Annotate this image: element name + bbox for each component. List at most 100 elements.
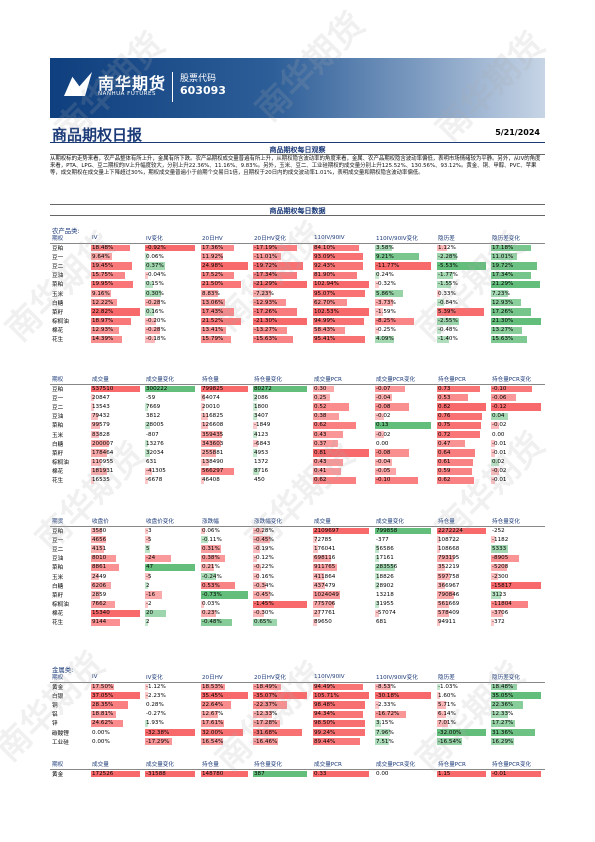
- cell-value: 0.37%: [146, 262, 164, 269]
- table-cell: 28902: [374, 581, 436, 590]
- cell-value: 9.64%: [92, 253, 110, 260]
- table-row: 豆一 9.64% 0.06% 11.92% -11.01% 93.09% 9.21% -2.2…: [50, 252, 545, 261]
- cell-value: 81.90%: [314, 272, 336, 279]
- column-header: 20日HV变化: [252, 673, 312, 683]
- value-bar: [313, 403, 349, 411]
- value-bar: [201, 449, 216, 457]
- value-bar: [491, 728, 536, 737]
- cell-value: -0.01: [492, 440, 507, 447]
- column-header: 期权: [50, 375, 90, 385]
- value-bar: [437, 385, 481, 393]
- table-cell: -0.16%: [252, 572, 312, 581]
- table-row: 花生 14.39% -0.18% 15.79% -15.63% 95.41% 4.09% -1…: [50, 335, 545, 344]
- table-cell: -16.46%: [252, 737, 312, 746]
- table-cell: -0.27%: [144, 710, 200, 719]
- cell-value: 4953: [254, 449, 269, 456]
- table-cell: 19.45%: [90, 261, 144, 270]
- cell-value: 24.98%: [202, 262, 224, 269]
- value-bar: [375, 262, 431, 270]
- cell-value: -0.02: [492, 422, 507, 429]
- value-bar: [437, 728, 486, 737]
- value-bar: [437, 262, 486, 270]
- value-bar: [313, 280, 369, 288]
- cell-value: 19.72%: [492, 262, 514, 269]
- cell-value: -0.04%: [146, 272, 166, 279]
- table-cell: 11.01%: [490, 252, 545, 261]
- value-bar: [91, 719, 124, 727]
- value-bar: [145, 299, 161, 307]
- value-bar: [145, 536, 151, 544]
- table-cell: 411864: [312, 572, 374, 581]
- table-cell: 83828: [90, 430, 144, 439]
- value-bar: [253, 271, 297, 279]
- value-bar: [91, 476, 95, 485]
- column-header: 持仓量变化: [252, 375, 312, 385]
- column-header: 成交量: [90, 375, 144, 385]
- value-bar: [145, 591, 163, 599]
- table-cell: 0.00: [490, 430, 545, 439]
- cell-value: -0.04: [376, 394, 391, 401]
- value-bar: [313, 467, 342, 475]
- cell-value: 17.52%: [202, 272, 224, 279]
- cell-value: 561669: [438, 601, 460, 608]
- table-cell: 0.37: [312, 439, 374, 448]
- value-bar: [91, 467, 108, 475]
- table-cell: 0.24%: [374, 271, 436, 280]
- value-bar: [313, 458, 343, 466]
- value-bar: [375, 545, 379, 553]
- cell-value: 98.48%: [314, 701, 336, 708]
- column-header: 成交量变化: [374, 517, 436, 527]
- value-bar: [437, 326, 442, 334]
- table-cell: 0.41: [312, 467, 374, 476]
- table-cell: 2449: [90, 572, 144, 581]
- table-row: 白糖 200007 13276 343603 -6843 0.37 0.00 0.47 -0.0…: [50, 439, 545, 448]
- table-cell: -372: [490, 618, 545, 627]
- row-name: 豆一: [52, 254, 64, 261]
- header-banner: 南华期货 NANHUA FUTURES 股票代码 603093: [50, 58, 545, 118]
- column-header: 110IV/90IV变化: [374, 234, 436, 244]
- table-cell: 1372: [252, 458, 312, 467]
- cell-value: -0.45%: [254, 536, 274, 543]
- table-cell: 578409: [436, 609, 490, 618]
- value-bar: [375, 609, 379, 617]
- cell-value: 47: [146, 564, 154, 571]
- table-cell: 799858: [374, 526, 436, 535]
- cell-value: -3: [146, 527, 152, 534]
- table-cell: 108722: [436, 535, 490, 544]
- observation-section-title: 商品期权每日观察: [269, 146, 326, 154]
- value-bar: [437, 572, 450, 581]
- table-cell: -0.30%: [252, 609, 312, 618]
- table-cell: 12.93%: [90, 326, 144, 335]
- table-cell: 20010: [200, 402, 252, 411]
- table-cell: -11.77%: [374, 261, 436, 270]
- cell-value: 9144: [92, 619, 107, 626]
- value-bar: [313, 430, 343, 439]
- cell-value: 2859: [92, 591, 107, 598]
- cell-value: -0.45%: [254, 591, 274, 598]
- value-bar: [375, 582, 379, 590]
- value-bar: [91, 458, 102, 466]
- stock-code: 603093: [180, 84, 226, 97]
- cell-value: -59: [146, 394, 156, 401]
- table-cell: 18826: [374, 572, 436, 581]
- row-name: 豆一: [52, 395, 64, 402]
- value-bar: [313, 701, 365, 709]
- column-header: 成交量PCR变化: [374, 375, 436, 385]
- cell-value: -0.11%: [202, 536, 222, 543]
- cell-value: -5.53%: [438, 262, 458, 269]
- cell-value: -8905: [492, 555, 509, 562]
- table-cell: -0.02: [490, 421, 545, 430]
- row-name: 玉米: [52, 432, 64, 439]
- value-bar: [375, 280, 379, 288]
- table-cell: 72785: [312, 535, 374, 544]
- table-cell: 0.00: [374, 439, 436, 448]
- cell-value: -57074: [376, 610, 396, 617]
- table-cell: 0.47: [436, 439, 490, 448]
- table-cell: 94.49%: [312, 682, 374, 691]
- cell-value: -1.40%: [438, 336, 458, 343]
- agri-group-label: 农产品类:: [52, 227, 80, 235]
- table-cell: 1.15: [436, 769, 490, 778]
- cell-value: -0.10: [376, 477, 391, 484]
- table-cell: 18.97%: [90, 317, 144, 326]
- value-bar: [253, 449, 257, 457]
